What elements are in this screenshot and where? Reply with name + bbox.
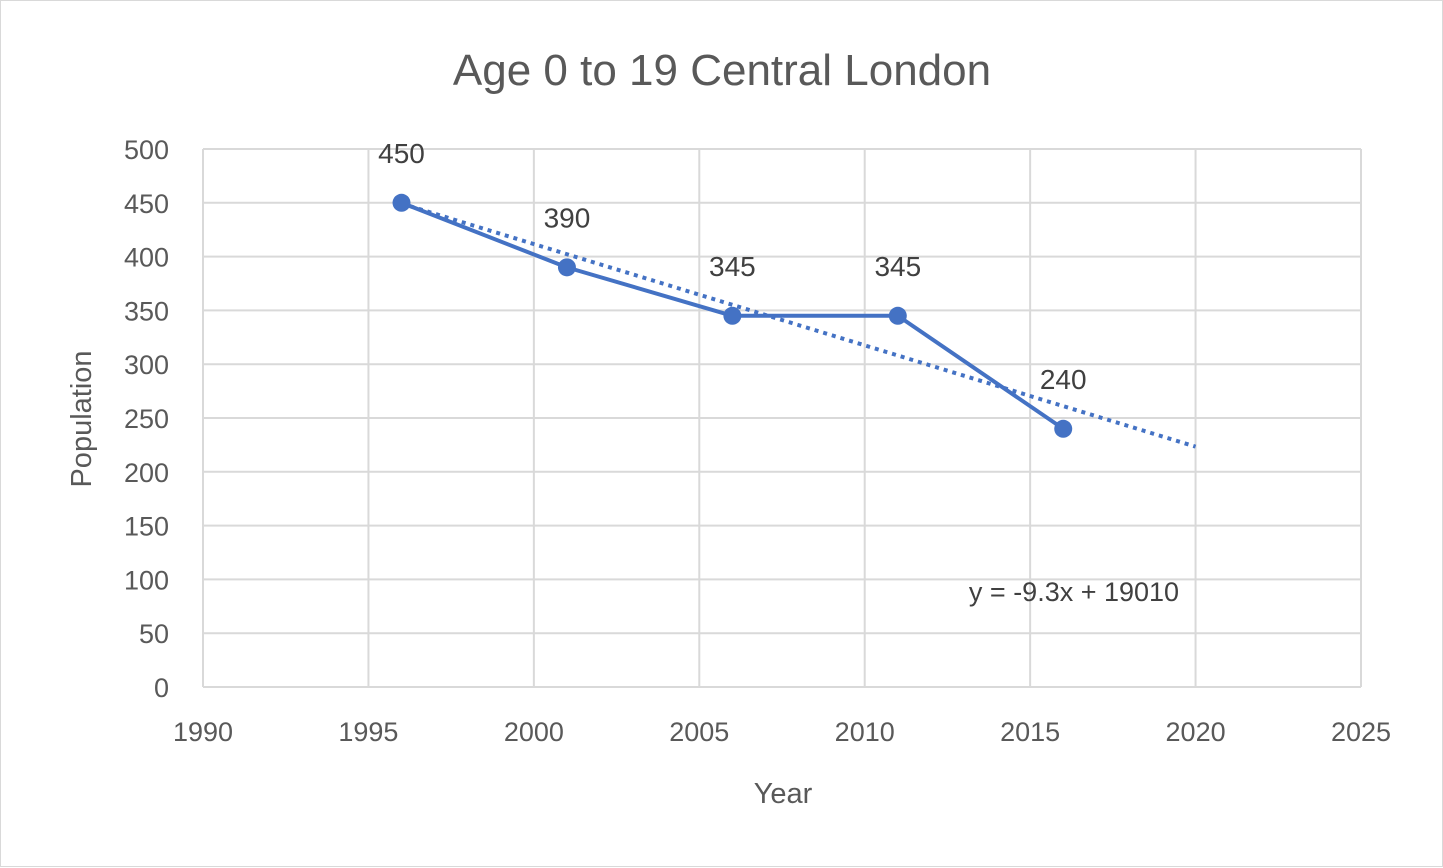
data-label: 345 <box>709 251 756 282</box>
y-axis-ticks: 0 50 100 150 200 250 300 350 400 450 500 <box>124 135 169 703</box>
y-tick-label: 200 <box>124 458 169 488</box>
y-tick-label: 0 <box>154 673 169 703</box>
gridlines <box>202 148 1362 688</box>
chart-title: Age 0 to 19 Central London <box>453 46 991 95</box>
y-axis-title: Population <box>66 350 98 487</box>
x-axis-ticks: 1990 1995 2000 2005 2010 2015 2020 2025 <box>173 717 1391 747</box>
data-label: 240 <box>1040 364 1087 395</box>
x-tick-label: 2015 <box>1000 717 1060 747</box>
data-point <box>723 306 742 325</box>
y-tick-label: 450 <box>124 189 169 219</box>
trendline-equation: y = -9.3x + 19010 <box>969 577 1179 607</box>
y-tick-label: 50 <box>139 619 169 649</box>
x-tick-label: 2020 <box>1166 717 1226 747</box>
x-tick-label: 2000 <box>504 717 564 747</box>
data-labels: 450 390 345 345 240 <box>378 138 1086 395</box>
series-population <box>392 193 1073 438</box>
x-tick-label: 2010 <box>835 717 895 747</box>
y-tick-label: 350 <box>124 296 169 326</box>
x-tick-label: 2005 <box>669 717 729 747</box>
x-tick-label: 2025 <box>1331 717 1391 747</box>
y-tick-label: 250 <box>124 404 169 434</box>
y-tick-label: 500 <box>124 135 169 165</box>
data-point <box>888 306 907 325</box>
data-point <box>557 258 576 277</box>
data-label: 450 <box>378 138 425 169</box>
y-tick-label: 100 <box>124 565 169 595</box>
data-point <box>392 193 411 212</box>
x-tick-label: 1990 <box>173 717 233 747</box>
y-tick-label: 400 <box>124 243 169 273</box>
y-tick-label: 300 <box>124 350 169 380</box>
data-label: 345 <box>874 251 921 282</box>
trendline <box>400 201 1197 449</box>
trendline-line <box>400 201 1197 449</box>
data-label: 390 <box>544 202 591 233</box>
y-tick-label: 150 <box>124 512 169 542</box>
data-point <box>1054 419 1073 438</box>
x-tick-label: 1995 <box>338 717 398 747</box>
x-axis-title: Year <box>754 778 813 810</box>
